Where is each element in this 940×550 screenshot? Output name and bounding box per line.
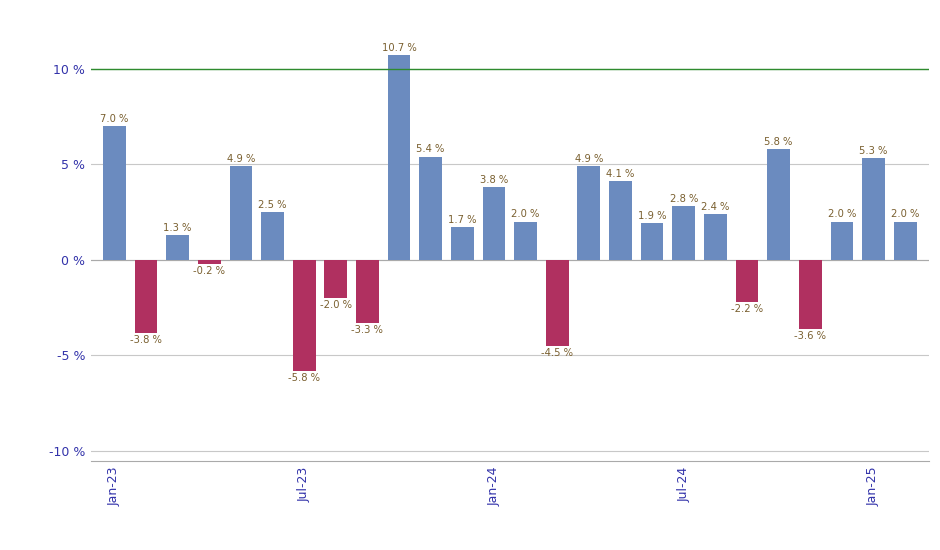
Bar — [514, 222, 537, 260]
Text: 7.0 %: 7.0 % — [101, 114, 129, 124]
Bar — [831, 222, 854, 260]
Text: -2.0 %: -2.0 % — [320, 300, 352, 310]
Text: 2.5 %: 2.5 % — [258, 200, 287, 210]
Text: -3.3 %: -3.3 % — [352, 325, 384, 336]
Text: 4.9 %: 4.9 % — [574, 154, 603, 164]
Bar — [704, 214, 727, 260]
Bar — [356, 260, 379, 323]
Bar — [799, 260, 822, 329]
Text: 5.8 %: 5.8 % — [764, 136, 792, 146]
Bar — [482, 187, 506, 260]
Text: 2.0 %: 2.0 % — [828, 209, 856, 219]
Text: -4.5 %: -4.5 % — [541, 348, 573, 358]
Text: 2.8 %: 2.8 % — [669, 194, 697, 204]
Bar — [229, 166, 252, 260]
Bar — [546, 260, 569, 346]
Bar — [134, 260, 157, 333]
Text: 1.7 %: 1.7 % — [448, 215, 477, 225]
Bar — [166, 235, 189, 260]
Text: 1.9 %: 1.9 % — [638, 211, 666, 221]
Bar — [198, 260, 221, 263]
Text: 1.3 %: 1.3 % — [164, 223, 192, 233]
Bar — [736, 260, 759, 302]
Text: 3.8 %: 3.8 % — [479, 175, 509, 185]
Text: -0.2 %: -0.2 % — [194, 266, 226, 276]
Bar — [451, 227, 474, 260]
Text: 4.1 %: 4.1 % — [606, 169, 635, 179]
Bar — [292, 260, 316, 371]
Text: -2.2 %: -2.2 % — [731, 304, 763, 314]
Text: 5.4 %: 5.4 % — [416, 144, 445, 154]
Text: 2.4 %: 2.4 % — [701, 202, 729, 212]
Bar — [324, 260, 347, 298]
Bar — [862, 158, 885, 260]
Bar — [767, 149, 790, 260]
Bar — [641, 223, 664, 260]
Text: 10.7 %: 10.7 % — [382, 43, 416, 53]
Text: 2.0 %: 2.0 % — [511, 209, 540, 219]
Bar — [894, 222, 916, 260]
Bar — [672, 206, 695, 260]
Bar — [261, 212, 284, 260]
Bar — [609, 182, 632, 260]
Bar — [577, 166, 601, 260]
Text: -5.8 %: -5.8 % — [289, 373, 321, 383]
Text: -3.8 %: -3.8 % — [130, 335, 162, 345]
Bar — [419, 157, 442, 260]
Bar — [103, 126, 126, 260]
Text: 2.0 %: 2.0 % — [891, 209, 919, 219]
Text: 5.3 %: 5.3 % — [859, 146, 887, 156]
Text: 4.9 %: 4.9 % — [227, 154, 255, 164]
Text: -3.6 %: -3.6 % — [794, 331, 826, 341]
Bar — [387, 55, 411, 260]
